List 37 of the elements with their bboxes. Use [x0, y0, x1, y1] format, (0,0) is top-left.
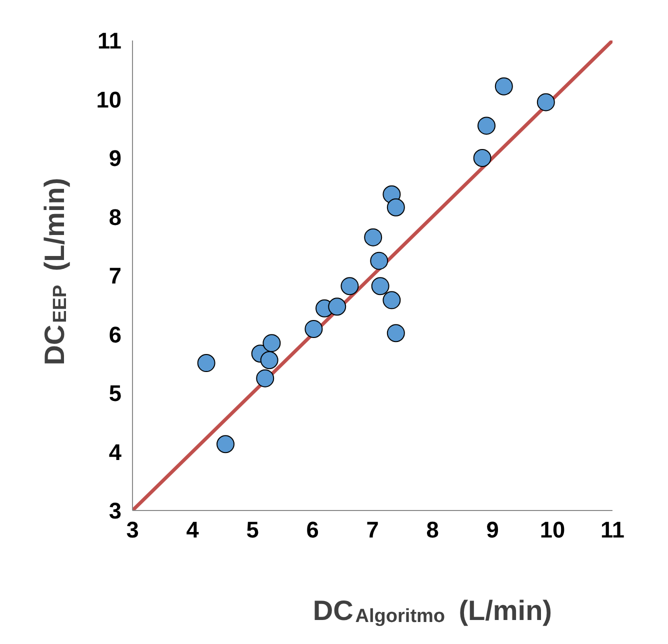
y-tick-label: 11 — [98, 28, 122, 54]
point — [197, 354, 216, 372]
point — [386, 324, 405, 342]
y-tick-label: 8 — [108, 204, 122, 230]
point — [260, 351, 278, 370]
y-tick-label: 4 — [108, 438, 122, 465]
x-tick-label: 5 — [246, 516, 259, 542]
point — [386, 198, 405, 216]
x-tick-label: 9 — [486, 516, 499, 542]
point — [370, 252, 388, 270]
point — [478, 116, 496, 135]
point — [536, 93, 555, 112]
x-tick-label: 8 — [426, 516, 439, 542]
x-tick-label: 10 — [540, 516, 566, 542]
point — [364, 228, 382, 246]
x-tick-label: 11 — [600, 516, 624, 542]
x-tick-label: 7 — [366, 516, 379, 542]
x-tick-label: 4 — [186, 516, 200, 542]
point — [473, 149, 492, 167]
point — [328, 298, 346, 316]
point — [216, 435, 234, 454]
point — [382, 291, 401, 310]
point — [304, 320, 323, 338]
x-tick-label: 3 — [126, 516, 139, 542]
y-tick-label: 3 — [108, 498, 122, 524]
point — [256, 369, 274, 388]
y-tick-label: 9 — [108, 145, 122, 171]
point — [262, 334, 281, 352]
y-tick-label: 10 — [96, 86, 122, 112]
point — [371, 277, 390, 296]
y-tick-label: 5 — [108, 380, 122, 406]
point — [340, 277, 359, 296]
y-axis-title: DCEEP (L/min) — [39, 178, 71, 366]
y-tick-label: 6 — [108, 321, 122, 348]
point — [494, 77, 513, 96]
y-tick-label: 7 — [108, 262, 122, 288]
x-tick-label: 6 — [306, 516, 319, 542]
